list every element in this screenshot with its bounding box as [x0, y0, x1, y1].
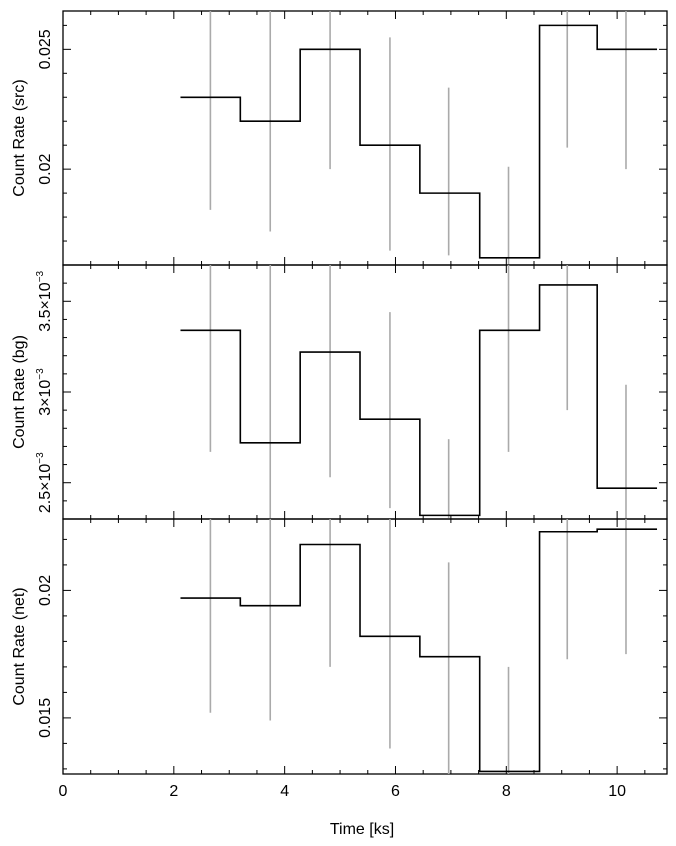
- panel-frame: [62, 518, 668, 775]
- y-tick-label-base: 0.02: [37, 153, 54, 184]
- y-tick-label: 3×10−3: [35, 368, 54, 416]
- y-axis-label: Count Rate (src): [11, 79, 28, 196]
- y-tick-label: 3.5×10−3: [35, 270, 54, 331]
- y-tick-label-base: 0.015: [37, 698, 54, 738]
- y-tick-label-exponent: −3: [35, 368, 46, 380]
- rate-step-line: [180, 24, 658, 259]
- y-tick-label-base: 0.025: [37, 29, 54, 69]
- x-tick-label: 10: [608, 783, 626, 800]
- y-tick-label-base: 0.02: [37, 575, 54, 606]
- y-tick-label: 0.02: [37, 575, 54, 606]
- x-tick-label: 4: [280, 783, 289, 800]
- rate-step-line: [180, 528, 658, 773]
- y-tick-label: 2.5×10−3: [35, 452, 54, 513]
- panel-src: 0.02 0.025 Count Rate (src): [11, 10, 668, 266]
- x-tick-label: 2: [169, 783, 178, 800]
- x-axis-label: Time [ks]: [330, 821, 394, 838]
- y-tick-label: 0.025: [37, 29, 54, 69]
- y-axis-label: Count Rate (bg): [11, 335, 28, 449]
- rate-step-line: [180, 284, 658, 517]
- y-tick-label: 0.015: [37, 698, 54, 738]
- y-axis-label: Count Rate (net): [11, 587, 28, 705]
- y-tick-label-exponent: −3: [35, 452, 46, 464]
- y-tick-label-base: 3.5×10: [37, 282, 54, 331]
- y-tick-label: 0.02: [37, 153, 54, 184]
- x-tick-label: 0: [59, 783, 68, 800]
- y-tick-label-base: 3×10: [37, 380, 54, 416]
- y-tick-label-exponent: −3: [35, 270, 46, 282]
- x-tick-label: 8: [502, 783, 511, 800]
- y-tick-label-base: 2.5×10: [37, 464, 54, 513]
- panel-frame: [62, 10, 668, 266]
- panel-net: 0.015 0.02 Count Rate (net) 0 2 4 6 8 10: [11, 518, 668, 800]
- x-tick-label: 6: [391, 783, 400, 800]
- panel-frame: [62, 264, 668, 520]
